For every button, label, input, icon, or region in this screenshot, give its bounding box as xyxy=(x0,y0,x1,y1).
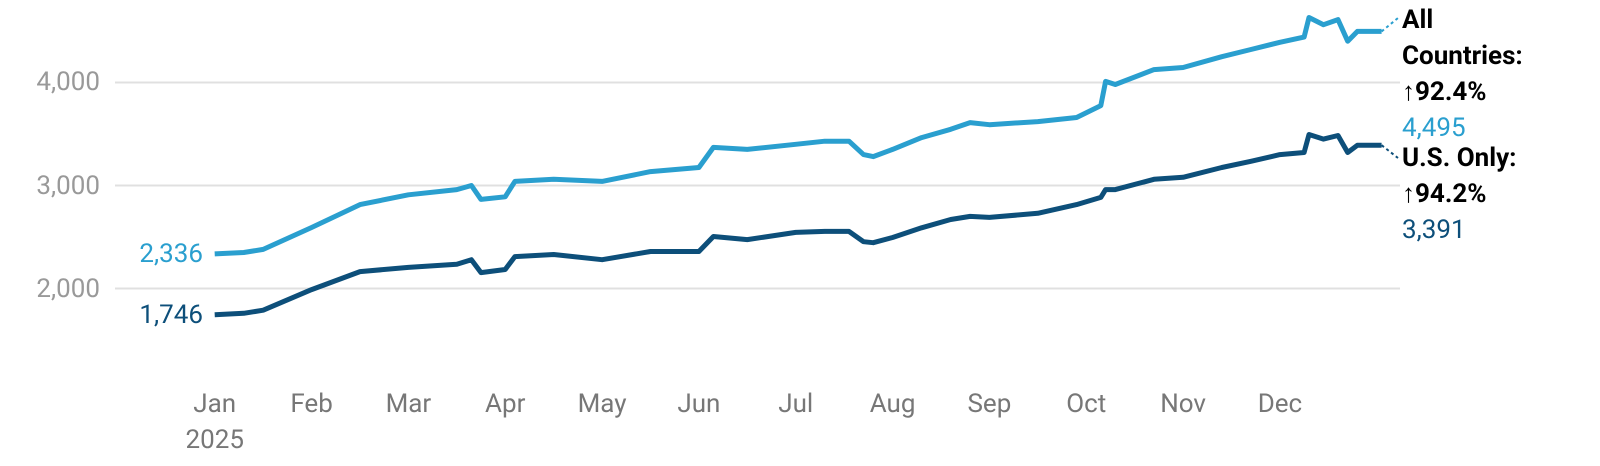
series-change: ↑92.4% xyxy=(1402,77,1487,107)
x-tick-label: May xyxy=(577,389,627,419)
series-change: ↑94.2% xyxy=(1402,179,1487,209)
x-tick-label: Apr xyxy=(485,389,526,419)
value-label: 4,495 xyxy=(1402,113,1466,143)
y-tick-label: 2,000 xyxy=(36,273,100,304)
series-line xyxy=(214,15,1382,257)
x-tick-label: Dec xyxy=(1257,389,1303,419)
label-connector xyxy=(1380,17,1399,33)
x-tick-label: Oct xyxy=(1066,389,1107,419)
y-tick-label: 3,000 xyxy=(36,170,100,201)
x-tick-label: Sep xyxy=(967,389,1012,419)
x-tick-label: Jul xyxy=(778,389,814,419)
value-label: 1,746 xyxy=(139,299,203,330)
x-tick-label: Nov xyxy=(1160,389,1206,419)
x-tick-label: Jun xyxy=(677,389,721,419)
series-name: All Countries: xyxy=(1402,5,1523,71)
y-tick-label: 4,000 xyxy=(36,67,100,98)
series-line xyxy=(214,132,1382,318)
series-name: U.S. Only: xyxy=(1402,143,1517,173)
x-tick-label: Mar xyxy=(385,389,432,419)
x-tick-label: Feb xyxy=(290,389,333,419)
value-label: 2,336 xyxy=(139,238,203,269)
label-connector xyxy=(1380,144,1399,159)
value-label: 3,391 xyxy=(1402,215,1466,245)
x-tick-label: Jan 2025 xyxy=(185,389,244,455)
x-tick-label: Aug xyxy=(869,389,916,419)
